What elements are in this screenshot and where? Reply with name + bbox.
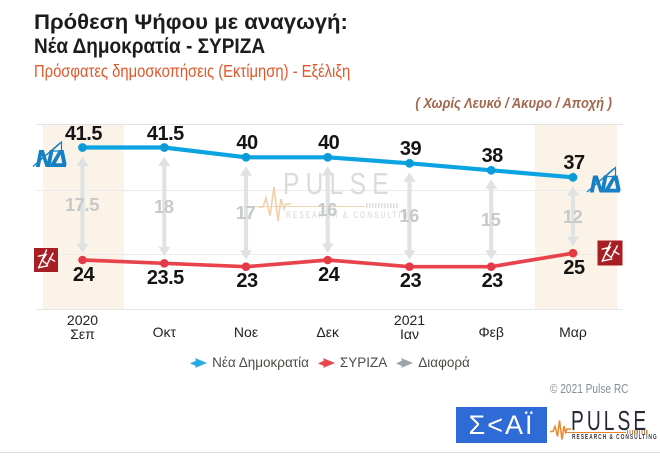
svg-text:ΝΔ: ΝΔ — [590, 171, 621, 197]
svg-text:ΝΔ: ΝΔ — [36, 146, 67, 172]
